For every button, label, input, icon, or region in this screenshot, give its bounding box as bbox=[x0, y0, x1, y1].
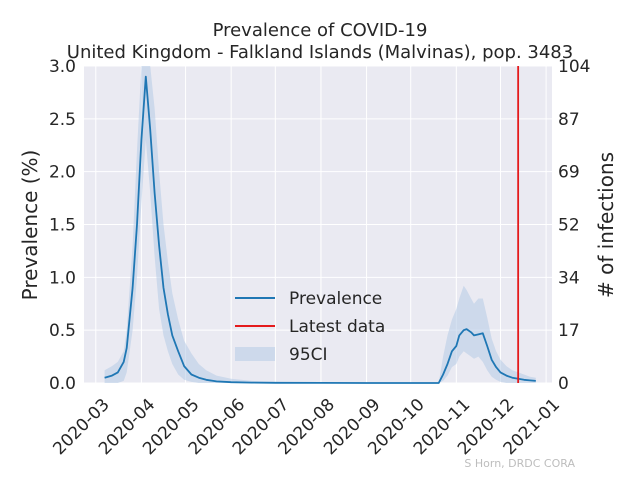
y-tick-label: 1.0 bbox=[49, 268, 76, 288]
y-tick-label: 0.0 bbox=[49, 374, 76, 394]
prevalence-line bbox=[104, 75, 536, 384]
y-tick-labels: 0.0 0.5 1.0 1.5 2.0 2.5 3.0 bbox=[49, 57, 76, 394]
y-tick-label: 2.5 bbox=[49, 110, 76, 130]
y2-tick-label: 17 bbox=[558, 321, 580, 341]
legend-label-latest: Latest data bbox=[289, 317, 385, 337]
x-tick-labels: 2020-032020-042020-052020-062020-072020-… bbox=[49, 395, 564, 459]
legend: Prevalence Latest data 95CI bbox=[235, 289, 385, 365]
chart-subtitle: United Kingdom - Falkland Islands (Malvi… bbox=[67, 42, 573, 63]
y-axis-label: Prevalence (%) bbox=[18, 150, 42, 301]
y2-tick-label: 34 bbox=[558, 268, 580, 288]
y2-tick-label: 87 bbox=[558, 110, 580, 130]
legend-label-ci: 95CI bbox=[289, 345, 328, 365]
legend-label-prevalence: Prevalence bbox=[289, 289, 382, 309]
y2-tick-labels: 0 17 34 52 69 87 104 bbox=[558, 57, 590, 394]
legend-swatch-ci bbox=[235, 347, 275, 361]
y-tick-label: 1.5 bbox=[49, 216, 76, 236]
y2-tick-label: 104 bbox=[558, 57, 590, 77]
y2-tick-label: 0 bbox=[558, 374, 569, 394]
y-tick-label: 3.0 bbox=[49, 57, 76, 77]
chart-title: Prevalence of COVID-19 bbox=[213, 20, 428, 41]
prevalence-line-layer bbox=[104, 75, 536, 384]
credit-text: S Horn, DRDC CORA bbox=[464, 457, 575, 470]
y-tick-label: 2.0 bbox=[49, 163, 76, 183]
y2-tick-label: 69 bbox=[558, 163, 580, 183]
y-tick-label: 0.5 bbox=[49, 321, 76, 341]
y2-tick-label: 52 bbox=[558, 216, 580, 236]
y2-axis-label: # of infections bbox=[594, 152, 618, 298]
